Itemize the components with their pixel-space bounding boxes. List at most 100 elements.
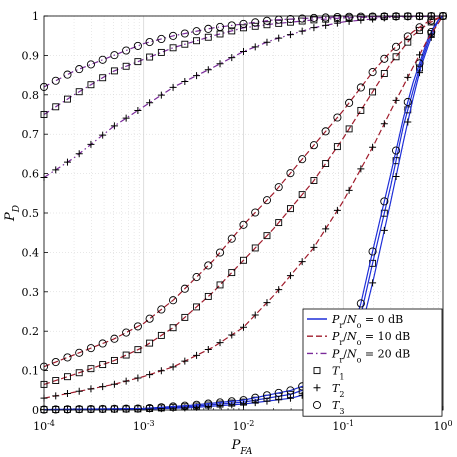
data-marker xyxy=(286,272,294,280)
data-marker xyxy=(204,346,212,354)
data-marker xyxy=(392,146,401,155)
data-marker xyxy=(122,46,131,55)
data-marker xyxy=(133,41,142,50)
data-marker xyxy=(52,377,60,384)
data-marker xyxy=(122,404,131,413)
data-marker xyxy=(286,394,294,402)
y-tick-label: 0.4 xyxy=(22,246,40,259)
data-marker xyxy=(356,83,365,92)
data-marker xyxy=(98,339,107,348)
y-tick-label: 0.9 xyxy=(22,49,40,62)
data-marker xyxy=(356,299,365,308)
data-marker xyxy=(368,12,377,21)
x-tick-label: 100 xyxy=(433,419,452,434)
data-marker xyxy=(251,208,260,217)
data-marker xyxy=(146,53,154,61)
data-marker xyxy=(75,65,84,74)
data-marker xyxy=(146,339,154,347)
data-marker xyxy=(380,120,388,128)
data-marker xyxy=(192,27,201,36)
data-marker xyxy=(204,261,213,270)
data-marker xyxy=(227,234,236,243)
data-marker xyxy=(239,396,248,405)
data-marker xyxy=(216,339,224,347)
data-marker xyxy=(134,374,142,382)
data-marker xyxy=(263,38,271,46)
y-tick-label: 0.1 xyxy=(22,365,40,378)
data-marker xyxy=(322,225,330,233)
data-marker xyxy=(193,37,201,45)
data-marker xyxy=(52,166,60,174)
data-marker xyxy=(298,258,306,266)
data-marker xyxy=(262,391,272,400)
data-marker xyxy=(181,77,189,85)
data-marker xyxy=(275,396,283,404)
data-marker xyxy=(251,18,260,27)
data-marker xyxy=(157,91,165,99)
series-20db-t2 xyxy=(40,12,447,182)
data-marker xyxy=(51,405,60,414)
data-marker xyxy=(169,83,177,91)
data-marker xyxy=(122,405,130,413)
data-marker xyxy=(204,66,212,74)
data-marker xyxy=(416,69,424,77)
data-marker xyxy=(263,299,271,307)
data-marker xyxy=(169,296,178,305)
data-marker xyxy=(75,369,83,377)
data-marker xyxy=(169,31,178,40)
series-10db-t3 xyxy=(39,11,448,371)
data-marker xyxy=(321,13,330,22)
data-marker xyxy=(240,323,247,331)
data-marker xyxy=(415,59,424,68)
data-marker xyxy=(204,33,212,41)
data-marker xyxy=(86,60,95,69)
data-marker xyxy=(240,256,247,264)
data-marker xyxy=(110,380,118,388)
data-marker xyxy=(110,51,119,60)
data-marker xyxy=(240,47,247,55)
data-marker xyxy=(333,143,341,151)
data-marker xyxy=(228,27,236,35)
data-marker xyxy=(157,34,166,44)
data-marker xyxy=(181,313,189,321)
data-marker xyxy=(180,284,189,293)
data-marker xyxy=(345,98,354,107)
data-marker xyxy=(122,377,130,385)
data-marker xyxy=(110,122,118,130)
x-axis-label: PFA xyxy=(231,438,253,457)
data-marker xyxy=(392,96,400,104)
data-marker xyxy=(368,247,377,256)
data-marker xyxy=(369,143,377,151)
data-marker xyxy=(403,32,412,41)
data-marker xyxy=(274,183,283,192)
data-marker xyxy=(322,21,330,29)
data-marker xyxy=(262,16,272,25)
data-marker xyxy=(345,186,353,194)
data-marker xyxy=(286,31,294,39)
data-marker xyxy=(52,103,60,111)
data-marker xyxy=(134,106,142,114)
data-marker xyxy=(134,58,142,66)
y-tick-label: 0.2 xyxy=(22,325,40,338)
data-marker xyxy=(392,53,400,61)
data-marker xyxy=(380,226,388,234)
data-marker xyxy=(275,34,283,42)
data-marker xyxy=(392,42,401,51)
data-marker xyxy=(227,21,236,30)
legend-label: Pr/No = 10 dB xyxy=(331,330,410,347)
data-marker xyxy=(403,97,412,107)
data-marker xyxy=(415,23,424,32)
data-marker xyxy=(133,404,142,413)
data-marker xyxy=(98,55,107,64)
data-marker xyxy=(298,14,307,23)
y-axis-ticks: 0 0.1 0.2 0.3 0.4 0.5 0.6 0.7 0.8 0.9 1 xyxy=(22,10,48,417)
data-marker xyxy=(98,404,107,413)
data-marker xyxy=(251,311,259,319)
data-marker xyxy=(404,13,412,21)
data-marker xyxy=(134,346,142,354)
data-marker xyxy=(298,27,306,35)
data-marker xyxy=(122,351,130,359)
data-marker xyxy=(251,399,259,407)
data-marker xyxy=(345,17,353,25)
